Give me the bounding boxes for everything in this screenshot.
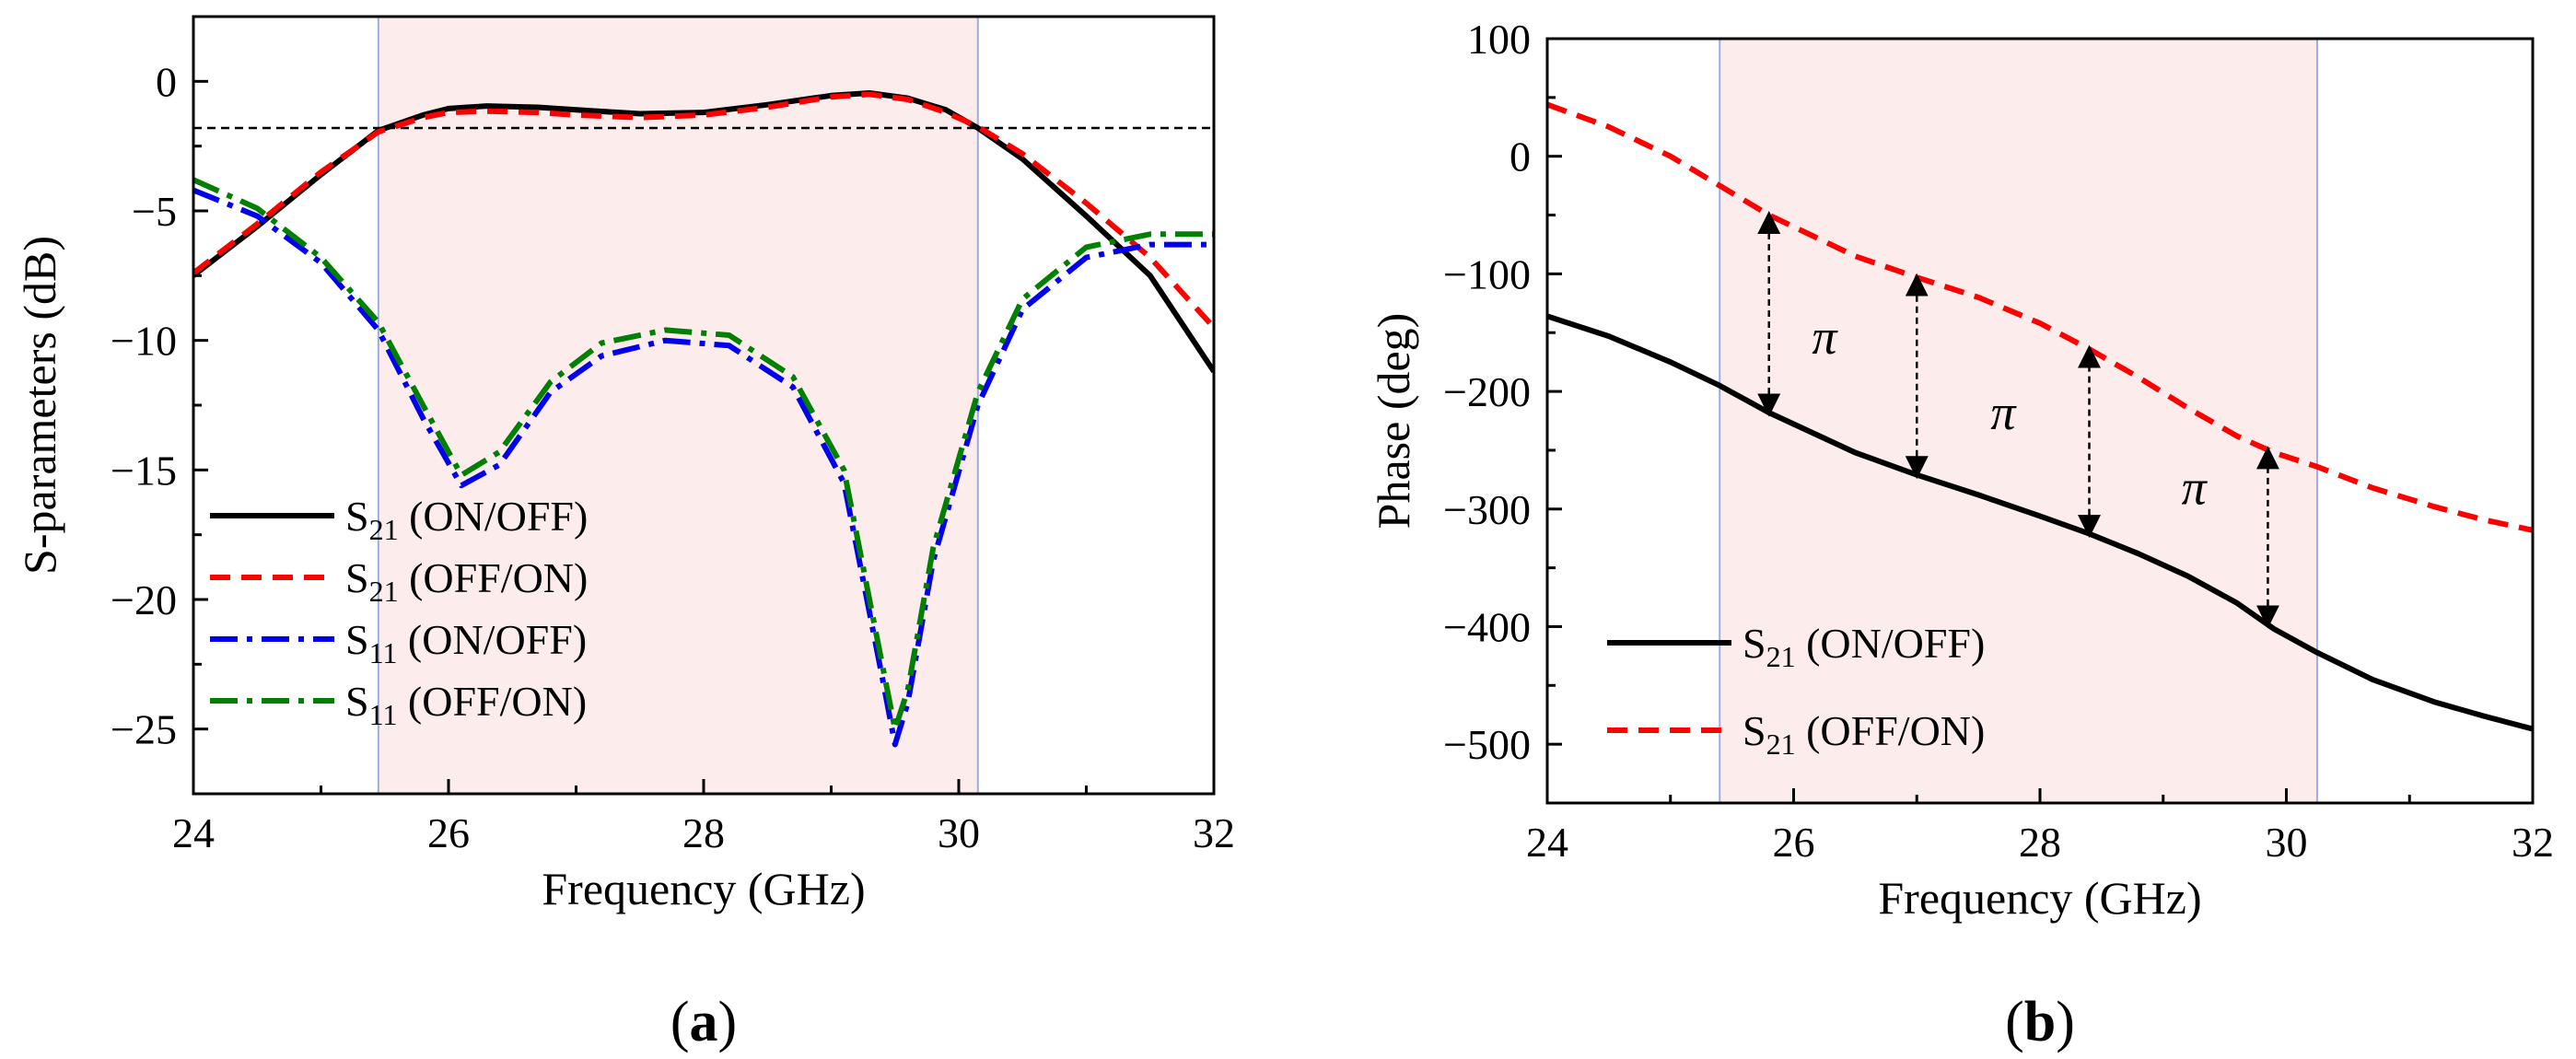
legend-subscript: 21 bbox=[369, 513, 399, 546]
legend-symbol: S bbox=[345, 554, 369, 601]
y-tick-label: −400 bbox=[1443, 603, 1531, 650]
legend-subscript: 21 bbox=[1766, 640, 1796, 673]
y-tick-label: −200 bbox=[1443, 368, 1531, 415]
legend-symbol: S bbox=[345, 678, 369, 725]
y-tick-label: −25 bbox=[111, 706, 177, 753]
y-tick-label: −10 bbox=[111, 318, 177, 365]
y-tick-label: −5 bbox=[132, 188, 177, 235]
legend-label: (ON/OFF) bbox=[399, 493, 589, 540]
x-tick-label: 26 bbox=[427, 809, 470, 856]
chart-b-panel-label-letter: b bbox=[2024, 991, 2056, 1053]
x-tick-label: 32 bbox=[1193, 809, 1235, 856]
legend-entry: S11 (OFF/ON) bbox=[345, 678, 587, 731]
legend-entry: S21 (ON/OFF) bbox=[1743, 620, 1985, 673]
legend-label: (OFF/ON) bbox=[399, 554, 589, 601]
legend-symbol: S bbox=[345, 616, 369, 663]
chart-b-annotations: π π π bbox=[1757, 211, 2279, 629]
legend-label: (ON/OFF) bbox=[1796, 620, 1986, 667]
pi-annotation: π bbox=[2182, 460, 2209, 516]
chart-b-panel-label-close: ) bbox=[2056, 991, 2075, 1053]
chart-a-panel-label-close: ) bbox=[718, 991, 738, 1053]
chart-b-highlight-band bbox=[1719, 39, 2318, 803]
x-tick-label: 24 bbox=[172, 809, 215, 856]
chart-a-ticks: 24 26 28 30 32 0 −5 −10 −15 −20 −25 bbox=[111, 15, 1235, 856]
y-tick-label: −15 bbox=[111, 447, 177, 494]
chart-b-panel-label-open: ( bbox=[2005, 991, 2024, 1053]
y-tick-label: 100 bbox=[1467, 16, 1531, 63]
legend-subscript: 21 bbox=[369, 575, 399, 608]
pi-annotation: π bbox=[1812, 309, 1838, 365]
legend-entry: S21 (OFF/ON) bbox=[1743, 707, 1985, 761]
chart-b: π π π 24 26 28 30 32 100 0 −100 −200 −300 −400 −500 F… bbox=[1368, 16, 2554, 1053]
x-tick-label: 32 bbox=[2512, 819, 2554, 866]
legend-entry: S21 (OFF/ON) bbox=[345, 554, 588, 608]
legend-label: (OFF/ON) bbox=[1796, 707, 1986, 754]
series-line-1 bbox=[193, 90, 1214, 374]
x-tick-label: 28 bbox=[682, 809, 725, 856]
chart-a-panel-label-open: ( bbox=[670, 991, 690, 1053]
y-tick-label: −20 bbox=[111, 576, 177, 623]
legend-entry: S11 (ON/OFF) bbox=[345, 616, 587, 669]
chart-b-legend: S21 (ON/OFF)S21 (OFF/ON) bbox=[1607, 620, 1985, 761]
series-line-3 bbox=[193, 187, 1214, 748]
chart-a-panel-label: (a) bbox=[670, 991, 737, 1053]
legend-label: (OFF/ON) bbox=[397, 678, 587, 725]
chart-b-y-axis-label: Phase (deg) bbox=[1368, 313, 1419, 530]
legend-label: (ON/OFF) bbox=[397, 616, 587, 663]
y-tick-label: −300 bbox=[1443, 486, 1531, 533]
chart-a-x-axis-label: Frequency (GHz) bbox=[542, 863, 865, 914]
chart-a-legend: S21 (ON/OFF)S21 (OFF/ON)S11 (ON/OFF)S11 … bbox=[210, 493, 588, 731]
chart-a-y-axis-label: S-parameters (dB) bbox=[14, 236, 65, 575]
legend-subscript: 11 bbox=[369, 636, 398, 669]
legend-subscript: 21 bbox=[1766, 727, 1796, 761]
series-line-2 bbox=[193, 91, 1214, 330]
chart-b-x-axis-label: Frequency (GHz) bbox=[1878, 872, 2201, 924]
legend-symbol: S bbox=[1743, 620, 1766, 667]
y-tick-label: 0 bbox=[1509, 134, 1531, 180]
x-tick-label: 28 bbox=[2019, 819, 2061, 866]
chart-a-panel-label-letter: a bbox=[690, 991, 718, 1053]
chart-a-series-group bbox=[193, 90, 1214, 748]
x-tick-label: 30 bbox=[938, 809, 980, 856]
chart-b-panel-label: (b) bbox=[2005, 991, 2075, 1053]
legend-symbol: S bbox=[345, 493, 369, 540]
legend-entry: S21 (ON/OFF) bbox=[345, 493, 588, 546]
x-tick-label: 26 bbox=[1773, 819, 1815, 866]
x-tick-label: 30 bbox=[2266, 819, 2308, 866]
chart-b-ticks: 24 26 28 30 32 100 0 −100 −200 −300 −400 −500 bbox=[1443, 16, 2554, 866]
y-tick-label: −500 bbox=[1443, 721, 1531, 768]
chart-a: 24 26 28 30 32 0 −5 −10 −15 −20 −25 Frequency (GHz… bbox=[14, 15, 1235, 1053]
pi-annotation: π bbox=[1990, 385, 2017, 440]
y-tick-label: −100 bbox=[1443, 250, 1531, 297]
x-tick-label: 24 bbox=[1526, 819, 1568, 866]
highlight-band-fill bbox=[1719, 39, 2317, 803]
y-tick-label: 0 bbox=[156, 58, 177, 105]
series-line-4 bbox=[193, 177, 1214, 732]
legend-symbol: S bbox=[1743, 707, 1766, 754]
legend-subscript: 11 bbox=[369, 698, 398, 731]
